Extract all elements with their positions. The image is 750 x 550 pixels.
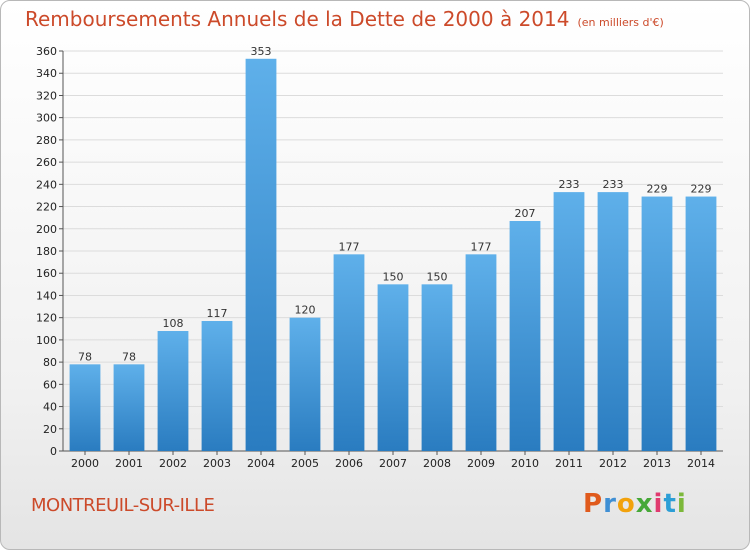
y-tick-label: 360: [36, 45, 57, 58]
bar-2000: [69, 364, 101, 451]
x-tick-label-2007: 2007: [379, 457, 407, 470]
y-tick-label: 100: [36, 334, 57, 347]
x-tick-label-2010: 2010: [511, 457, 539, 470]
bar-2011: [553, 192, 585, 451]
bar-2012: [597, 192, 629, 451]
proxiti-logo: Proxiti: [583, 489, 687, 519]
y-tick-labels: 0 20 40 60 80 100 120 140 160 180 200 220 240 260 280 3…: [36, 45, 57, 458]
logo-letter: t: [663, 489, 677, 519]
x-tick-label-2004: 2004: [247, 457, 275, 470]
chart-title-text: Remboursements Annuels de la Dette de 20…: [25, 7, 570, 31]
y-tick-label: 60: [43, 378, 57, 391]
y-tick-label: 160: [36, 267, 57, 280]
data-label-2005: 120: [295, 304, 316, 317]
y-tick-label: 240: [36, 178, 57, 191]
data-labels: 78 78 108 117 353 120 177 150 150 177 207 233 233 229…: [78, 45, 712, 364]
data-label-2009: 177: [471, 240, 492, 253]
data-label-2006: 177: [339, 240, 360, 253]
y-tick-label: 340: [36, 67, 57, 80]
y-tick-label: 140: [36, 289, 57, 302]
bar-2004: [245, 58, 277, 452]
bar-2009: [465, 254, 497, 451]
logo-letter: i: [676, 489, 687, 519]
x-tick-label-2014: 2014: [687, 457, 715, 470]
data-label-2002: 108: [163, 317, 184, 330]
x-tick-label-2011: 2011: [555, 457, 583, 470]
bar-2003: [201, 321, 233, 451]
y-tick-label: 300: [36, 112, 57, 125]
x-tick-label-2006: 2006: [335, 457, 363, 470]
x-tick-label-2003: 2003: [203, 457, 231, 470]
y-tick-label: 20: [43, 423, 57, 436]
bar-2006: [333, 254, 365, 451]
data-label-2007: 150: [383, 270, 404, 283]
x-tick-label-2000: 2000: [71, 457, 99, 470]
data-label-2004: 353: [251, 45, 272, 58]
data-label-2011: 233: [559, 178, 580, 191]
bar-2005: [289, 317, 321, 451]
y-tick-label: 320: [36, 89, 57, 102]
y-tick-label: 220: [36, 201, 57, 214]
data-label-2013: 229: [647, 183, 668, 196]
x-tick-label-2013: 2013: [643, 457, 671, 470]
y-tick-label: 200: [36, 223, 57, 236]
x-tick-label-2008: 2008: [423, 457, 451, 470]
y-tick-label: 180: [36, 245, 57, 258]
chart-subtitle: (en milliers d'€): [577, 16, 664, 29]
chart-title: Remboursements Annuels de la Dette de 20…: [25, 7, 664, 31]
x-tick-label-2001: 2001: [115, 457, 143, 470]
y-tick-label: 0: [50, 445, 57, 458]
x-tick-label-2009: 2009: [467, 457, 495, 470]
logo-letter: i: [653, 489, 664, 519]
logo-letter: r: [603, 489, 617, 519]
y-tick-label: 80: [43, 356, 57, 369]
data-label-2000: 78: [78, 350, 92, 363]
y-tick-label: 120: [36, 312, 57, 325]
y-tick-label: 260: [36, 156, 57, 169]
logo-letter: P: [583, 489, 604, 519]
bar-2014: [685, 196, 717, 451]
x-tick-label-2005: 2005: [291, 457, 319, 470]
y-tick-label: 40: [43, 401, 57, 414]
data-label-2014: 229: [691, 183, 712, 196]
bars: [69, 58, 717, 452]
y-tick-label: 280: [36, 134, 57, 147]
bar-2007: [377, 284, 409, 451]
x-tick-label-2002: 2002: [159, 457, 187, 470]
bar-2010: [509, 221, 541, 451]
x-tick-labels: 2000 2001 2002 2003 2004 2005 2006 2007 2008 2009…: [71, 457, 715, 470]
data-label-2012: 233: [603, 178, 624, 191]
bar-2008: [421, 284, 453, 451]
data-label-2008: 150: [427, 270, 448, 283]
data-label-2001: 78: [122, 350, 136, 363]
bar-2013: [641, 196, 673, 451]
bar-2001: [113, 364, 145, 451]
logo-letter: x: [635, 489, 654, 519]
data-label-2010: 207: [515, 207, 536, 220]
logo-letter: o: [616, 489, 636, 519]
x-tick-label-2012: 2012: [599, 457, 627, 470]
commune-name: MONTREUIL-SUR-ILLE: [31, 495, 215, 516]
bar-2002: [157, 331, 189, 451]
data-label-2003: 117: [207, 307, 228, 320]
